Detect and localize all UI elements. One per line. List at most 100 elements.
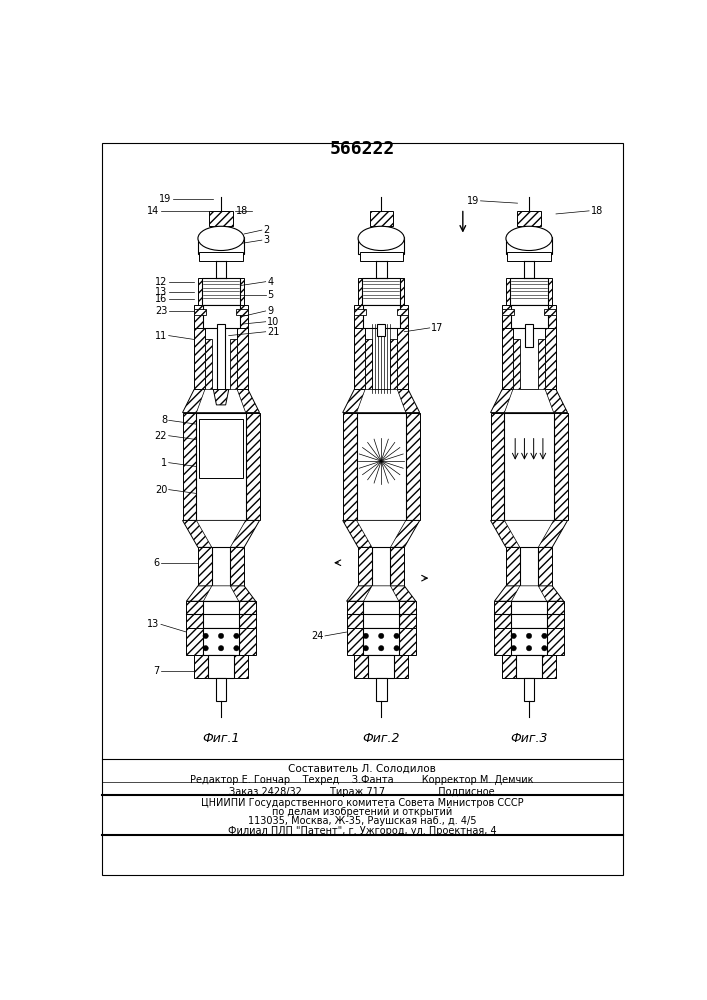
Bar bbox=[397, 328, 408, 389]
Bar bbox=[354, 655, 368, 678]
Polygon shape bbox=[504, 389, 554, 413]
Bar bbox=[544, 309, 556, 315]
Bar bbox=[346, 628, 363, 655]
Bar bbox=[390, 339, 397, 389]
Text: 10: 10 bbox=[267, 317, 279, 327]
Bar bbox=[240, 305, 248, 328]
Circle shape bbox=[203, 633, 209, 639]
Text: 2: 2 bbox=[264, 225, 269, 235]
Text: 1: 1 bbox=[161, 458, 167, 468]
Bar bbox=[209, 211, 233, 226]
Bar bbox=[502, 305, 510, 328]
Bar bbox=[217, 324, 225, 401]
Bar bbox=[504, 413, 554, 520]
Text: 566222: 566222 bbox=[329, 140, 395, 158]
Bar bbox=[208, 655, 234, 678]
Polygon shape bbox=[511, 586, 547, 601]
Bar bbox=[554, 413, 568, 520]
Polygon shape bbox=[356, 389, 406, 413]
Polygon shape bbox=[346, 586, 416, 601]
Circle shape bbox=[203, 646, 209, 651]
Text: 4: 4 bbox=[267, 277, 274, 287]
Bar bbox=[520, 328, 538, 389]
Text: Филиал ПЛП "Патент", г. Ужгород, ул. Проектная, 4: Филиал ПЛП "Патент", г. Ужгород, ул. Про… bbox=[228, 826, 496, 836]
Bar bbox=[363, 628, 399, 655]
Text: 23: 23 bbox=[155, 306, 167, 316]
Bar bbox=[508, 252, 551, 261]
Polygon shape bbox=[197, 520, 246, 547]
Bar bbox=[372, 547, 390, 586]
Circle shape bbox=[394, 646, 399, 651]
Circle shape bbox=[363, 646, 368, 651]
Circle shape bbox=[218, 646, 223, 651]
Bar bbox=[365, 339, 372, 389]
Text: Редактор Е. Гончар    Техред    З.Фанта         Корректор М. Демчик: Редактор Е. Гончар Техред З.Фанта Коррек… bbox=[190, 775, 534, 785]
Bar bbox=[538, 547, 552, 586]
Text: 113035, Москва, Ж-35, Раушская наб., д. 4/5: 113035, Москва, Ж-35, Раушская наб., д. … bbox=[247, 816, 477, 826]
Bar bbox=[547, 628, 563, 655]
Bar bbox=[547, 305, 556, 328]
Bar bbox=[502, 328, 513, 389]
Circle shape bbox=[542, 633, 547, 639]
Polygon shape bbox=[182, 520, 259, 547]
Text: 21: 21 bbox=[267, 327, 279, 337]
Bar bbox=[511, 628, 547, 655]
Bar bbox=[545, 328, 556, 389]
Bar bbox=[510, 305, 547, 328]
Bar bbox=[212, 547, 230, 586]
Bar bbox=[390, 547, 404, 586]
Polygon shape bbox=[343, 520, 420, 547]
Bar bbox=[346, 601, 363, 628]
Polygon shape bbox=[343, 389, 420, 413]
Circle shape bbox=[394, 633, 399, 639]
Bar bbox=[194, 305, 203, 328]
Circle shape bbox=[363, 633, 368, 639]
Circle shape bbox=[526, 646, 532, 651]
Bar bbox=[376, 678, 387, 701]
Text: Заказ 2428/32         Тираж 717                 Подписное: Заказ 2428/32 Тираж 717 Подписное bbox=[229, 787, 495, 797]
Bar bbox=[358, 237, 404, 254]
Text: 5: 5 bbox=[267, 290, 274, 300]
Bar bbox=[187, 628, 204, 655]
Polygon shape bbox=[363, 586, 399, 601]
Bar bbox=[406, 413, 420, 520]
Bar bbox=[520, 547, 538, 586]
Polygon shape bbox=[494, 586, 563, 601]
Polygon shape bbox=[214, 389, 229, 405]
Text: 13: 13 bbox=[155, 287, 167, 297]
Bar bbox=[354, 305, 363, 328]
Circle shape bbox=[234, 633, 239, 639]
Bar bbox=[187, 601, 204, 628]
Text: Составитель Л. Солодилов: Составитель Л. Солодилов bbox=[288, 763, 436, 773]
Text: 9: 9 bbox=[267, 306, 274, 316]
Bar bbox=[358, 547, 372, 586]
Bar bbox=[199, 419, 243, 478]
Text: 19: 19 bbox=[467, 196, 479, 206]
Text: 8: 8 bbox=[161, 415, 167, 425]
Bar bbox=[494, 601, 511, 628]
Bar bbox=[399, 601, 416, 628]
Bar bbox=[194, 328, 205, 389]
Polygon shape bbox=[187, 586, 256, 601]
Text: Фиг.1: Фиг.1 bbox=[202, 732, 240, 745]
Text: 20: 20 bbox=[155, 485, 167, 495]
Bar bbox=[506, 547, 520, 586]
Bar bbox=[239, 628, 256, 655]
Text: 3: 3 bbox=[264, 235, 269, 245]
Bar bbox=[506, 278, 552, 305]
Circle shape bbox=[378, 646, 384, 651]
Polygon shape bbox=[197, 389, 246, 413]
Bar bbox=[399, 628, 416, 655]
Text: Фиг.2: Фиг.2 bbox=[363, 732, 400, 745]
Text: 24: 24 bbox=[311, 631, 324, 641]
Bar bbox=[510, 278, 549, 305]
Ellipse shape bbox=[358, 226, 404, 251]
Circle shape bbox=[511, 633, 516, 639]
Bar bbox=[395, 655, 408, 678]
Bar bbox=[397, 309, 408, 315]
Polygon shape bbox=[182, 389, 259, 413]
Bar bbox=[238, 328, 248, 389]
Bar bbox=[378, 324, 385, 336]
Bar bbox=[199, 252, 243, 261]
Circle shape bbox=[378, 633, 384, 639]
